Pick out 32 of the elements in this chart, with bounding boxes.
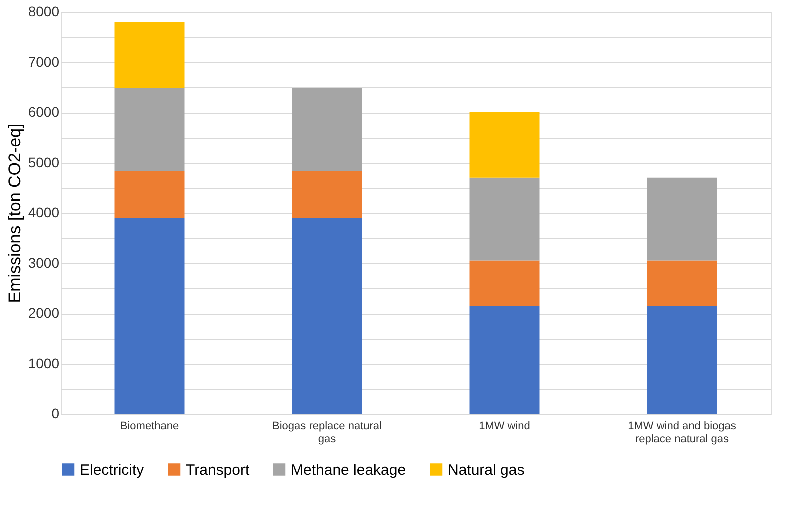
bar <box>292 171 362 218</box>
x-tick-label: Biogas replace natural gas <box>272 420 382 446</box>
legend-label: Methane leakage <box>291 462 406 479</box>
bar <box>647 306 718 414</box>
y-tick-label: 3000 <box>28 254 60 271</box>
y-tick-label: 8000 <box>28 4 60 20</box>
bar <box>114 22 185 88</box>
y-tick-label: 5000 <box>28 154 60 170</box>
x-tick-label: 1MW wind <box>479 420 530 432</box>
legend-label: Electricity <box>80 462 145 479</box>
y-tick-label: 0 <box>52 406 60 422</box>
y-tick-label: 6000 <box>28 104 60 120</box>
y-axis-title: Emissions [ton CO2-eq] <box>5 124 24 304</box>
y-tick-label: 2000 <box>28 305 60 321</box>
bar <box>470 112 540 178</box>
bar <box>647 178 718 261</box>
bar <box>114 88 185 172</box>
bar <box>114 171 185 218</box>
bar <box>470 178 540 261</box>
x-tick-label: Biomethane <box>120 420 180 432</box>
y-tick-label: 4000 <box>28 204 60 220</box>
bar <box>647 260 718 306</box>
bar <box>114 218 185 414</box>
bar <box>292 218 362 414</box>
legend-label: Natural gas <box>448 462 525 479</box>
bar <box>470 306 540 414</box>
x-tick-label: 1MW wind and biogas replace natural gas <box>628 420 737 446</box>
legend-label: Transport <box>186 462 250 479</box>
y-tick-label: 7000 <box>28 54 60 70</box>
bar <box>292 88 362 172</box>
bar <box>470 260 540 306</box>
y-tick-label: 1000 <box>28 355 60 372</box>
